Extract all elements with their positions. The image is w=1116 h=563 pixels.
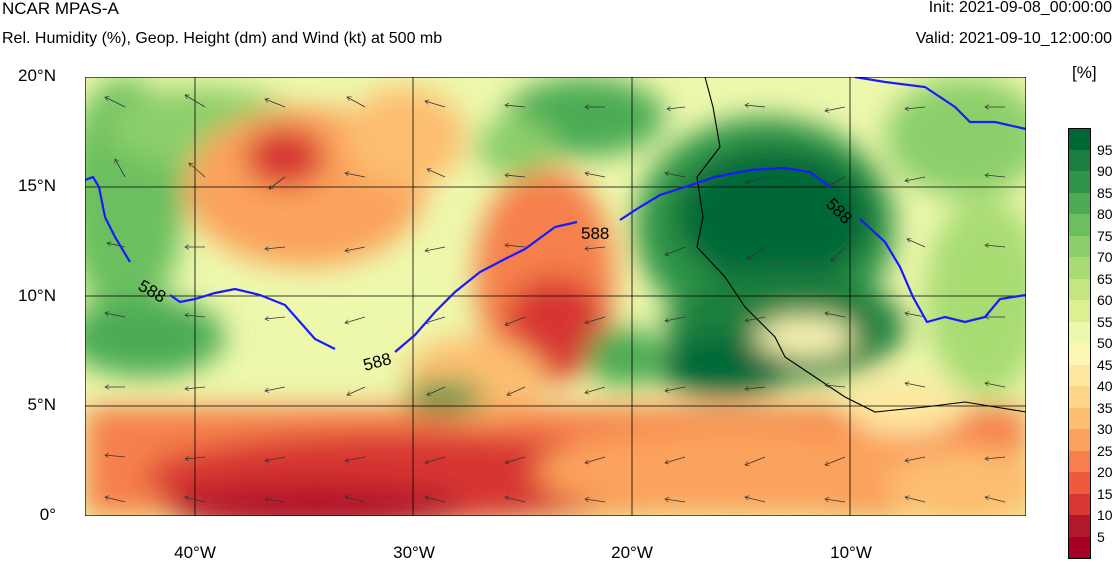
colorbar-swatch [1068, 407, 1090, 430]
africa-coastline [696, 77, 1026, 413]
colorbar-swatch [1068, 128, 1090, 150]
colorbar-swatch [1068, 321, 1090, 344]
colorbar-swatch [1068, 192, 1090, 215]
colorbar-label: 60 [1097, 292, 1113, 308]
colorbar-label: 10 [1097, 507, 1113, 523]
colorbar-swatch [1068, 343, 1090, 365]
colorbar-label: 65 [1097, 270, 1113, 287]
colorbar-label: 45 [1097, 356, 1113, 373]
field-description: Rel. Humidity (%), Geop. Height (dm) and… [2, 30, 443, 47]
colorbar-label: 55 [1097, 313, 1113, 330]
geopotential-contour-588 [85, 77, 1026, 353]
colorbar-swatch [1068, 515, 1090, 537]
colorbar-label: 30 [1097, 421, 1113, 437]
colorbar-label: 15 [1097, 485, 1113, 502]
wind-vectors [105, 94, 1006, 503]
colorbar-label: 80 [1097, 206, 1113, 222]
colorbar-swatch [1068, 214, 1090, 236]
colorbar [1068, 128, 1091, 559]
contour-label-3: 588 [581, 224, 609, 243]
colorbar-swatch [1068, 171, 1090, 193]
colorbar-unit: [%] [1072, 63, 1097, 82]
lat-label-15n: 15°N [18, 176, 56, 195]
valid-time: Valid: 2021-09-10_12:00:00 [915, 30, 1112, 47]
colorbar-swatch [1068, 536, 1090, 559]
lon-label-40w: 40°W [174, 543, 216, 562]
lat-label-5n: 5°N [27, 395, 56, 414]
graticule [85, 77, 1026, 516]
model-title: NCAR MPAS-A [2, 0, 119, 18]
lat-label-0: 0° [39, 505, 56, 524]
lat-label-10n: 10°N [18, 286, 56, 305]
colorbar-swatch [1068, 235, 1090, 258]
colorbar-swatch [1068, 257, 1090, 279]
lon-label-30w: 30°W [393, 543, 435, 562]
colorbar-swatch [1068, 278, 1090, 301]
colorbar-label: 70 [1097, 249, 1113, 265]
colorbar-swatch [1068, 472, 1090, 494]
colorbar-label: 20 [1097, 464, 1113, 480]
colorbar-label: 5 [1097, 528, 1105, 545]
colorbar-label: 85 [1097, 184, 1113, 201]
colorbar-swatch [1068, 364, 1090, 387]
colorbar-swatch [1068, 493, 1090, 516]
colorbar-swatch [1068, 149, 1090, 172]
lon-label-20w: 20°W [611, 543, 653, 562]
lon-label-10w: 10°W [830, 543, 872, 562]
colorbar-label: 40 [1097, 378, 1113, 394]
colorbar-label: 75 [1097, 227, 1113, 244]
colorbar-swatch [1068, 300, 1090, 322]
colorbar-swatch [1068, 429, 1090, 451]
init-time: Init: 2021-09-08_00:00:00 [928, 0, 1112, 16]
colorbar-label: 50 [1097, 335, 1113, 351]
colorbar-swatch [1068, 386, 1090, 408]
lat-label-20n: 20°N [18, 66, 56, 85]
colorbar-label: 25 [1097, 442, 1113, 459]
colorbar-swatch [1068, 450, 1090, 473]
colorbar-label: 35 [1097, 399, 1113, 416]
colorbar-label: 90 [1097, 163, 1113, 179]
colorbar-label: 95 [1097, 141, 1113, 158]
humidity-map: 588 588 588 588 [85, 77, 1026, 516]
